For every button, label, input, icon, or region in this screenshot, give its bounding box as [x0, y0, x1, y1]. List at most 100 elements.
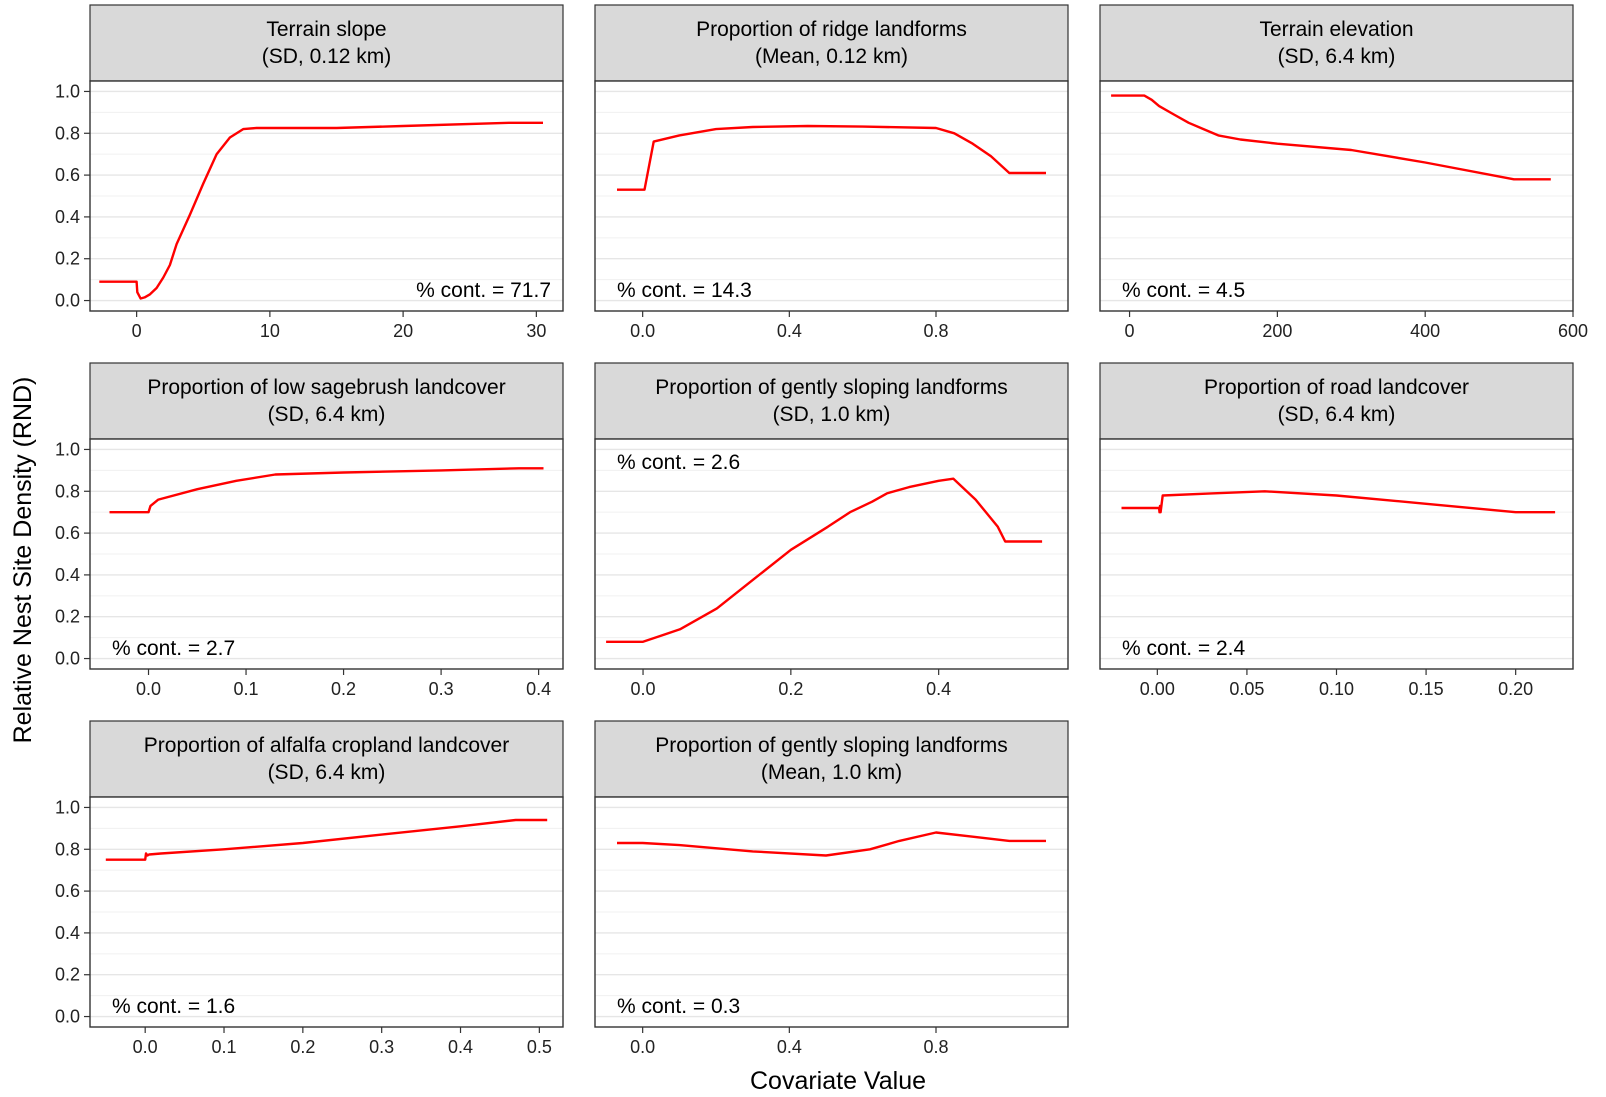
facet-strip [1099, 4, 1574, 82]
facet-title-line2: (Mean, 1.0 km) [761, 761, 902, 784]
x-tick-label: 0.4 [526, 679, 551, 699]
x-tick-label: 10 [260, 321, 280, 341]
facet-panel: Proportion of alfalfa cropland landcover… [55, 720, 564, 1057]
y-tick-label: 0.8 [55, 481, 80, 501]
y-tick-label: 0.4 [55, 923, 80, 943]
x-tick-label: 30 [526, 321, 546, 341]
facet-panel: Proportion of ridge landforms (Mean, 0.12… [594, 4, 1069, 341]
facet-title-line1: Proportion of gently sloping landforms [655, 734, 1008, 757]
contribution-label: % cont. = 71.7 [416, 279, 551, 302]
x-tick-label: 0.8 [923, 1037, 948, 1057]
x-tick-label: 0 [1125, 321, 1135, 341]
x-tick-label: 0.0 [630, 321, 655, 341]
data-line [105, 818, 548, 861]
facet-title-line2: (SD, 0.12 km) [262, 45, 392, 68]
facet-title-line1: Terrain slope [266, 18, 386, 41]
contribution-label: % cont. = 2.7 [112, 637, 235, 660]
facet-strip [594, 4, 1069, 82]
facet-strip [89, 4, 564, 82]
y-tick-label: 0.8 [55, 123, 80, 143]
data-line [99, 121, 543, 300]
data-line [606, 477, 1043, 643]
facet-title-line1: Proportion of road landcover [1204, 376, 1469, 399]
y-tick-label: 0.6 [55, 523, 80, 543]
x-tick-label: 0.0 [631, 679, 656, 699]
x-tick-label: 0.2 [331, 679, 356, 699]
facet-strip [1099, 362, 1574, 440]
facet-panel: Proportion of low sagebrush landcover (SD… [55, 362, 564, 699]
x-tick-label: 0.0 [133, 1037, 158, 1057]
facet-title-line2: (SD, 6.4 km) [268, 761, 386, 784]
data-line [1121, 490, 1556, 514]
facet-strip [89, 362, 564, 440]
facet-title-line2: (SD, 6.4 km) [1278, 45, 1396, 68]
facet-title-line2: (SD, 6.4 km) [1278, 403, 1396, 426]
panel-border [594, 438, 1069, 670]
facet-title-line2: (Mean, 0.12 km) [755, 45, 908, 68]
panel-border [89, 80, 564, 312]
facet-panel: Terrain slope (SD, 0.12 km) 0 10 20 30 0.0 0.2 0… [55, 4, 564, 341]
x-tick-label: 0.2 [290, 1037, 315, 1057]
facet-title-line1: Proportion of ridge landforms [696, 18, 967, 41]
data-line [617, 124, 1046, 191]
x-tick-label: 20 [393, 321, 413, 341]
contribution-label: % cont. = 0.3 [617, 995, 740, 1018]
x-tick-label: 0 [132, 321, 142, 341]
x-tick-label: 0.1 [234, 679, 259, 699]
x-tick-label: 0.4 [448, 1037, 473, 1057]
facet-title-line2: (SD, 6.4 km) [268, 403, 386, 426]
y-tick-label: 0.2 [55, 607, 80, 627]
x-axis-title: Covariate Value [750, 1067, 926, 1095]
x-tick-label: 0.0 [136, 679, 161, 699]
facet-title-line1: Proportion of low sagebrush landcover [147, 376, 505, 399]
panel-border [89, 438, 564, 670]
x-tick-label: 0.4 [777, 1037, 802, 1057]
contribution-label: % cont. = 1.6 [112, 995, 235, 1018]
panel-border [89, 796, 564, 1028]
panel-border [1099, 80, 1574, 312]
facet-strip [89, 720, 564, 798]
facet-panel: Terrain elevation (SD, 6.4 km) 0 200 400 600%… [1099, 4, 1588, 341]
x-tick-label: 0.05 [1229, 679, 1264, 699]
x-tick-label: 0.00 [1140, 679, 1175, 699]
x-tick-label: 0.1 [212, 1037, 237, 1057]
facet-title-line1: Proportion of alfalfa cropland landcover [144, 734, 509, 757]
x-tick-label: 200 [1262, 321, 1292, 341]
x-tick-label: 0.0 [630, 1037, 655, 1057]
facet-panel: Proportion of gently sloping landforms (S… [594, 362, 1069, 699]
x-tick-label: 600 [1558, 321, 1588, 341]
facet-panel: Proportion of gently sloping landforms (M… [594, 720, 1069, 1057]
y-tick-label: 0.0 [55, 649, 80, 669]
x-tick-label: 0.8 [923, 321, 948, 341]
contribution-label: % cont. = 2.4 [1122, 637, 1245, 660]
contribution-label: % cont. = 4.5 [1122, 279, 1245, 302]
y-tick-label: 0.4 [55, 565, 80, 585]
x-tick-label: 0.3 [369, 1037, 394, 1057]
x-tick-label: 0.3 [429, 679, 454, 699]
y-tick-label: 0.6 [55, 165, 80, 185]
y-tick-label: 0.2 [55, 249, 80, 269]
x-tick-label: 0.5 [527, 1037, 552, 1057]
y-tick-label: 1.0 [55, 81, 80, 101]
y-axis-title: Relative Nest Site Density (RND) [9, 377, 37, 744]
panel-border [594, 80, 1069, 312]
y-tick-label: 0.2 [55, 965, 80, 985]
y-tick-label: 0.4 [55, 207, 80, 227]
facet-strip [594, 362, 1069, 440]
x-tick-label: 0.15 [1409, 679, 1444, 699]
y-tick-label: 0.0 [55, 1007, 80, 1027]
x-tick-label: 0.4 [926, 679, 951, 699]
x-tick-label: 400 [1410, 321, 1440, 341]
data-line [617, 831, 1046, 857]
x-tick-label: 0.10 [1319, 679, 1354, 699]
facet-title-line2: (SD, 1.0 km) [773, 403, 891, 426]
y-tick-label: 1.0 [55, 797, 80, 817]
y-tick-label: 0.0 [55, 291, 80, 311]
facet-title-line1: Proportion of gently sloping landforms [655, 376, 1008, 399]
facet-strip [594, 720, 1069, 798]
x-tick-label: 0.4 [777, 321, 802, 341]
data-line [1111, 94, 1551, 181]
contribution-label: % cont. = 2.6 [617, 451, 740, 474]
x-tick-label: 0.2 [778, 679, 803, 699]
